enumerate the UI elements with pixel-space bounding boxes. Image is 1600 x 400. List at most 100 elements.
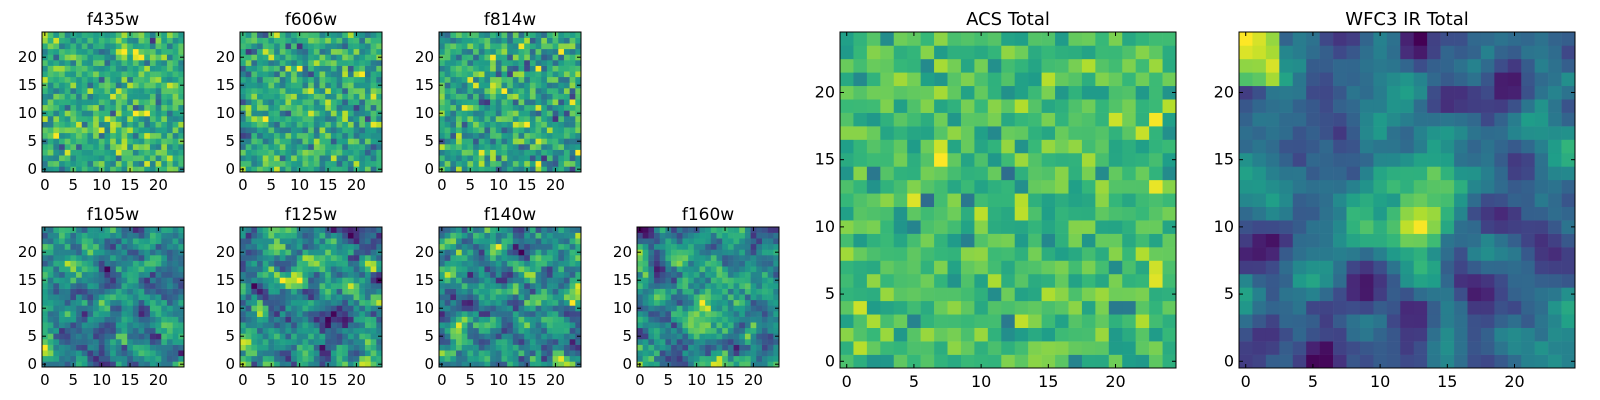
heatmap-cell xyxy=(484,261,490,267)
heatmap-cell xyxy=(59,361,65,367)
heatmap-cell xyxy=(547,289,553,295)
heatmap-cell xyxy=(762,289,768,295)
heatmap-cell xyxy=(65,272,71,278)
heatmap-cell xyxy=(354,38,360,44)
heatmap-cell xyxy=(116,277,122,283)
heatmap-cell xyxy=(161,294,167,300)
heatmap-cell xyxy=(59,322,65,328)
heatmap-cell xyxy=(450,294,456,300)
heatmap-cell xyxy=(722,266,728,272)
heatmap-cell xyxy=(354,345,360,351)
heatmap-cell xyxy=(507,283,513,289)
heatmap-cell xyxy=(688,227,694,233)
heatmap-cell xyxy=(756,294,762,300)
heatmap-cell xyxy=(285,272,291,278)
heatmap-cell xyxy=(688,266,694,272)
heatmap-cell xyxy=(1149,341,1163,355)
heatmap-cell xyxy=(342,305,348,311)
heatmap-cell xyxy=(1163,328,1177,342)
heatmap-cell xyxy=(325,133,331,139)
heatmap-cell xyxy=(268,38,274,44)
heatmap-cell xyxy=(688,255,694,261)
heatmap-cell xyxy=(65,82,71,88)
heatmap-cell xyxy=(240,161,246,167)
heatmap-cell xyxy=(144,161,150,167)
heatmap-cell xyxy=(479,155,485,161)
heatmap-cell xyxy=(251,255,257,261)
heatmap-cell xyxy=(297,294,303,300)
heatmap-cell xyxy=(745,289,751,295)
heatmap-cell xyxy=(558,116,564,122)
heatmap-cell xyxy=(144,150,150,156)
heatmap-cell xyxy=(99,144,105,150)
heatmap-cell xyxy=(99,294,105,300)
heatmap-cell xyxy=(274,244,280,250)
heatmap-cell xyxy=(348,361,354,367)
heatmap-cell xyxy=(104,49,110,55)
heatmap-cell xyxy=(547,249,553,255)
y-tick-label: 10 xyxy=(216,104,235,122)
heatmap-cell xyxy=(717,305,723,311)
heatmap-cell xyxy=(462,144,468,150)
heatmap-cell xyxy=(104,99,110,105)
heatmap-cell xyxy=(365,54,371,60)
heatmap-cell xyxy=(473,261,479,267)
heatmap-cell xyxy=(694,289,700,295)
heatmap-cell xyxy=(127,71,133,77)
heatmap-cell xyxy=(240,49,246,55)
heatmap-cell xyxy=(371,322,377,328)
heatmap-cell xyxy=(280,277,286,283)
heatmap-cell xyxy=(376,227,382,233)
heatmap-cell xyxy=(575,161,581,167)
heatmap-cell xyxy=(536,88,542,94)
heatmap-cell xyxy=(150,311,156,317)
heatmap-cell xyxy=(717,339,723,345)
heatmap-cell xyxy=(280,305,286,311)
heatmap-cell xyxy=(70,150,76,156)
heatmap-cell xyxy=(558,294,564,300)
heatmap-cell xyxy=(268,300,274,306)
heatmap-cell xyxy=(354,283,360,289)
heatmap-cell xyxy=(513,105,519,111)
heatmap-cell xyxy=(144,88,150,94)
heatmap-cell xyxy=(65,328,71,334)
heatmap-cell xyxy=(558,38,564,44)
heatmap-cell xyxy=(654,339,660,345)
heatmap-cell xyxy=(274,99,280,105)
heatmap-cell xyxy=(246,255,252,261)
heatmap-cell xyxy=(320,161,326,167)
heatmap-cell xyxy=(484,294,490,300)
heatmap-cell xyxy=(705,317,711,323)
heatmap-cell xyxy=(473,150,479,156)
heatmap-cell xyxy=(359,294,365,300)
heatmap-cell xyxy=(762,266,768,272)
heatmap-cell xyxy=(473,272,479,278)
heatmap-cell xyxy=(665,233,671,239)
heatmap-cell xyxy=(688,361,694,367)
heatmap-cell xyxy=(880,207,894,221)
heatmap-cell xyxy=(564,249,570,255)
heatmap-cell xyxy=(314,88,320,94)
heatmap-cell xyxy=(988,328,1002,342)
heatmap-cell xyxy=(677,350,683,356)
heatmap-cell xyxy=(70,38,76,44)
heatmap-cell xyxy=(513,99,519,105)
heatmap-cell xyxy=(302,122,308,128)
heatmap-cell xyxy=(880,355,894,369)
heatmap-cell xyxy=(110,94,116,100)
heatmap-cell xyxy=(773,272,779,278)
heatmap-cell xyxy=(116,166,122,172)
heatmap-panel-1: f606w0 5 10 15 2005101520 xyxy=(216,10,382,194)
heatmap-cell xyxy=(1082,234,1096,248)
heatmap-cell xyxy=(48,66,54,72)
heatmap-cell xyxy=(1001,341,1015,355)
heatmap-cell xyxy=(156,305,162,311)
heatmap-cell xyxy=(553,77,559,83)
heatmap-cell xyxy=(490,71,496,77)
heatmap-cell xyxy=(70,116,76,122)
heatmap-cell xyxy=(1028,166,1042,180)
heatmap-cell xyxy=(541,350,547,356)
heatmap-cell xyxy=(314,350,320,356)
heatmap-cell xyxy=(297,300,303,306)
heatmap-cell xyxy=(116,133,122,139)
